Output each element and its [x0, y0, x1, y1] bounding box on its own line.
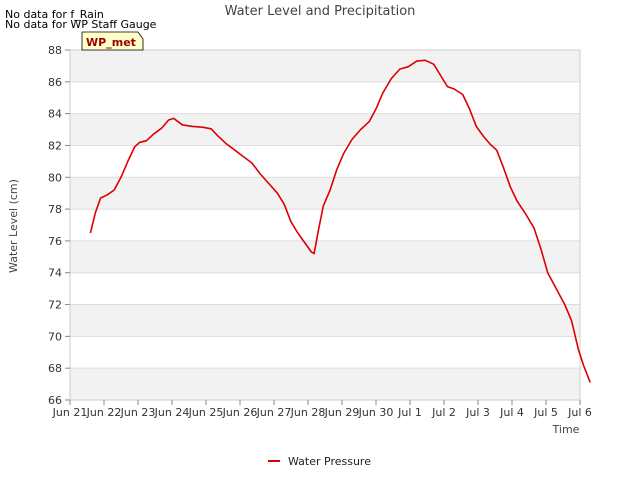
y-tick-label: 70	[48, 330, 62, 343]
y-axis-ticks: 66 68 70 72 74 76 78 80 82 84 86 88	[48, 44, 70, 407]
plot-band	[70, 240, 580, 273]
y-tick-label: 78	[48, 203, 62, 216]
x-tick-label: Jul 4	[499, 406, 524, 419]
x-tick-label: Jun 22	[86, 406, 122, 419]
y-tick-label: 66	[48, 394, 62, 407]
x-tick-label: Jun 27	[256, 406, 292, 419]
plot-band	[70, 177, 580, 210]
x-tick-label: Jul 3	[465, 406, 490, 419]
x-tick-label: Jun 24	[154, 406, 190, 419]
x-tick-label: Jun 28	[290, 406, 326, 419]
plot-bands	[70, 50, 580, 400]
series-line-water-pressure	[89, 59, 591, 383]
x-tick-label: Jun 26	[222, 406, 258, 419]
chart-title: Water Level and Precipitation	[225, 4, 416, 19]
site-badge: WP_met	[81, 31, 144, 51]
x-tick-label: Jul 1	[397, 406, 422, 419]
x-tick-label: Jun 23	[120, 406, 156, 419]
plot-band	[70, 113, 580, 146]
x-tick-label: Jun 25	[188, 406, 224, 419]
y-axis-label: Water Level (cm)	[7, 179, 20, 273]
no-data-note-staff-gauge: No data for WP Staff Gauge	[5, 18, 157, 31]
no-data-note-rain: No data for f_Rain	[5, 8, 104, 21]
x-tick-label: Jun 29	[324, 406, 360, 419]
legend: Water Pressure	[268, 455, 371, 468]
x-tick-label: Jul 2	[431, 406, 456, 419]
x-tick-label: Jun 30	[358, 406, 394, 419]
plot-band	[70, 368, 580, 400]
y-tick-label: 72	[48, 299, 62, 312]
x-tick-label: Jun 21	[52, 406, 88, 419]
legend-label-water-pressure: Water Pressure	[288, 455, 371, 468]
x-axis-ticks: Jun 21 Jun 22 Jun 23 Jun 24 Jun 25 Jun 26 Jun …	[52, 400, 592, 419]
site-badge-label: WP_met	[86, 36, 136, 49]
x-tick-label: Jul 6	[567, 406, 592, 419]
plot-band	[70, 50, 580, 82]
y-tick-label: 74	[48, 267, 62, 280]
x-tick-label: Jul 5	[533, 406, 558, 419]
y-tick-label: 80	[48, 171, 62, 184]
plot-band	[70, 304, 580, 337]
y-tick-label: 84	[48, 108, 62, 121]
y-tick-label: 86	[48, 76, 62, 89]
plot-area-frame	[69, 49, 581, 401]
y-tick-label: 82	[48, 139, 62, 152]
y-tick-label: 88	[48, 44, 62, 57]
y-tick-label: 76	[48, 235, 62, 248]
series-layer	[89, 59, 591, 383]
y-tick-label: 68	[48, 362, 62, 375]
x-axis-label: Time	[552, 423, 580, 436]
grid-lines	[70, 49, 580, 401]
